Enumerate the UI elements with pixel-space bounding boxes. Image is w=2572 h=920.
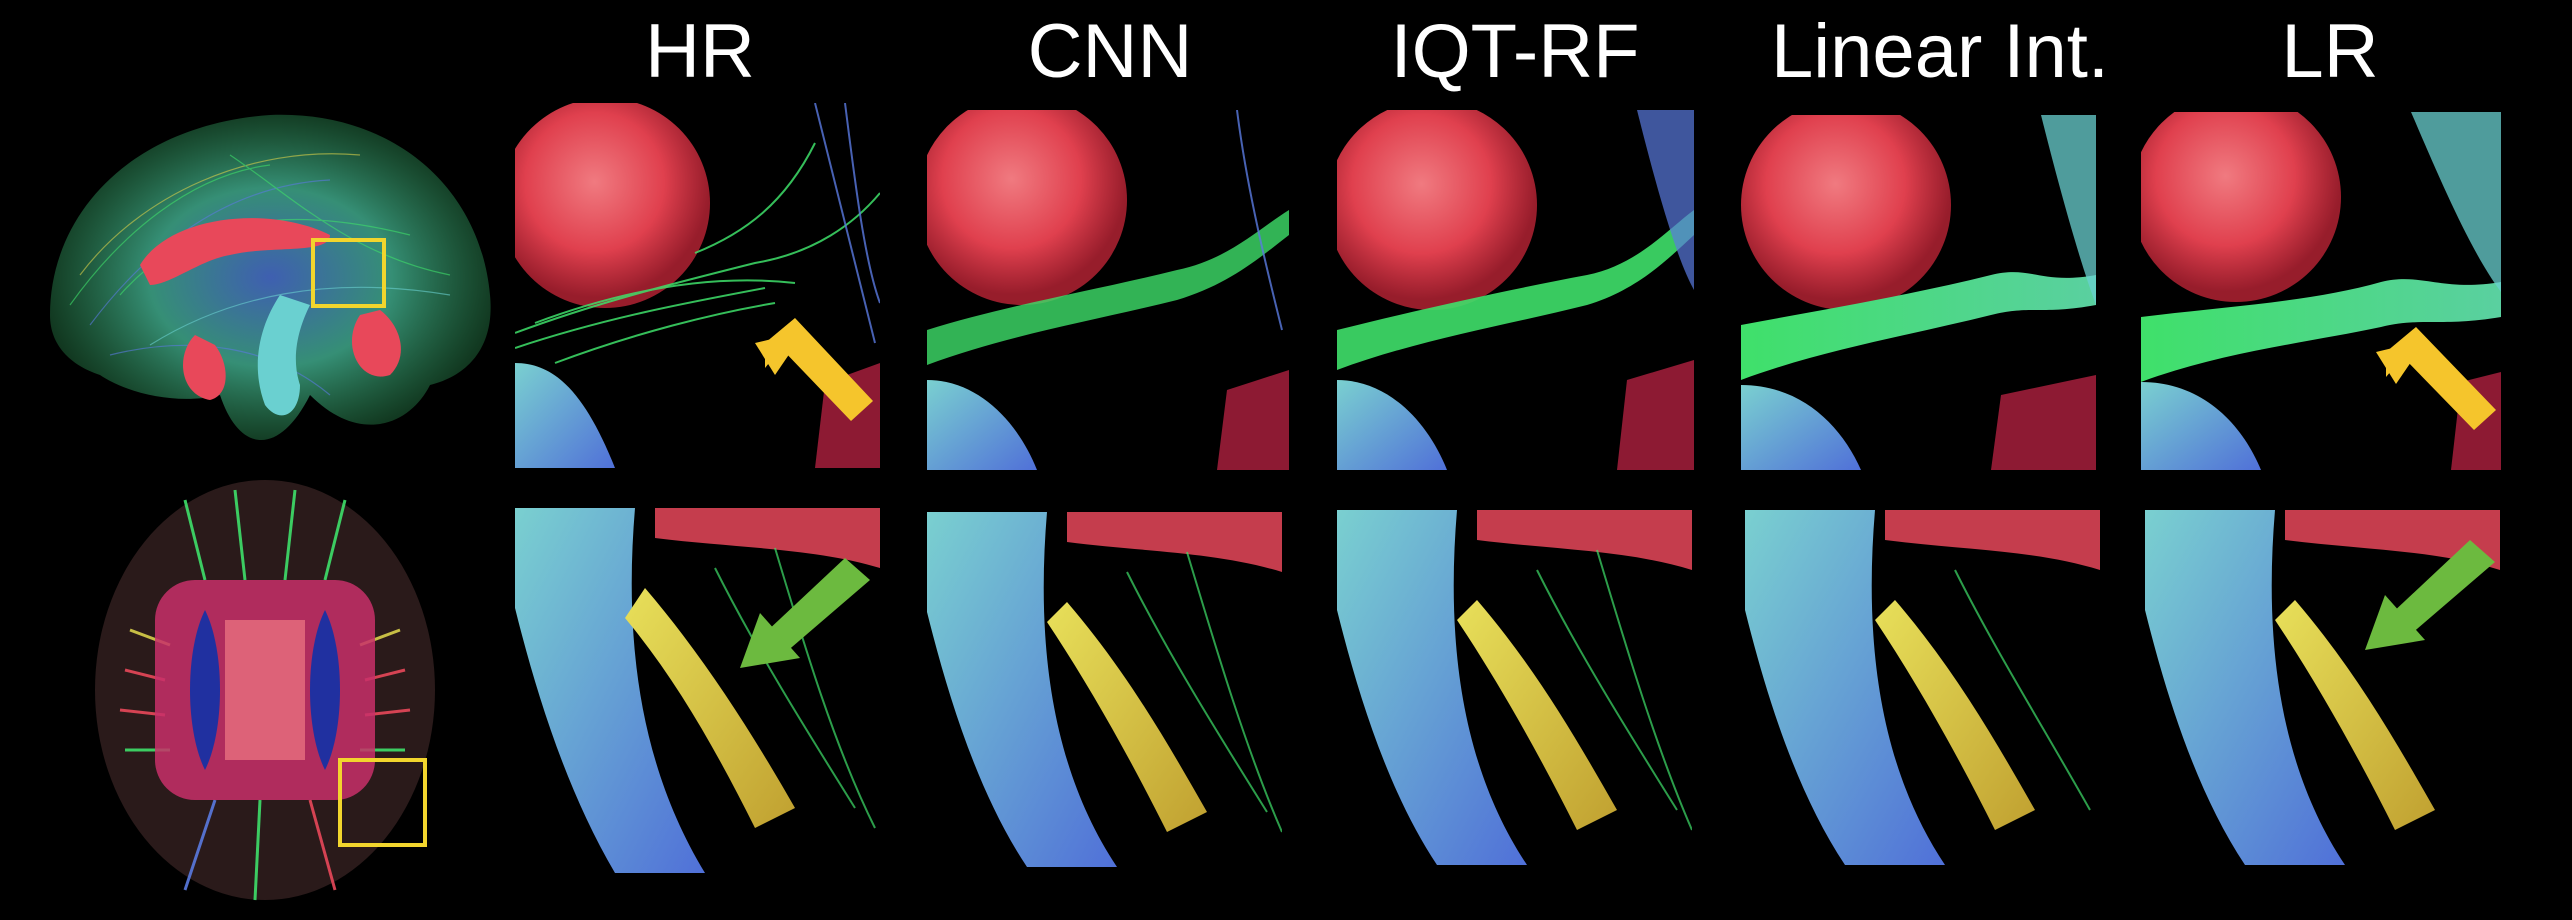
column-label-cnn: CNN	[1027, 9, 1193, 94]
brain-axial-image	[95, 480, 435, 901]
panel-iqt-rf-sagittal	[1337, 110, 1694, 470]
brain-axial-overview	[85, 470, 445, 910]
roi-box-bottom	[338, 758, 427, 847]
brain-sagittal-overview	[30, 95, 500, 465]
roi-box-top	[311, 238, 386, 308]
column-label-hr: HR	[645, 9, 755, 94]
panel-cnn-sagittal	[927, 110, 1289, 470]
column-label-lr: LR	[2281, 9, 2379, 94]
green-arrow-hr	[765, 558, 870, 653]
panel-hr-axial	[515, 508, 880, 873]
green-arrow-lr	[2390, 540, 2495, 635]
panel-lr-axial	[2145, 510, 2500, 865]
panel-linear-int-axial	[1745, 510, 2100, 865]
panel-hr-sagittal	[515, 103, 880, 468]
panel-cnn-axial	[927, 512, 1282, 867]
panel-iqt-rf-axial	[1337, 510, 1692, 865]
panel-lr-sagittal	[2141, 112, 2501, 470]
panel-linear-int-sagittal	[1741, 115, 2096, 470]
brain-sagittal-image	[50, 114, 491, 441]
column-label-iqt-rf: IQT-RF	[1390, 9, 1640, 94]
column-label-linear-int: Linear Int.	[1771, 9, 2109, 94]
